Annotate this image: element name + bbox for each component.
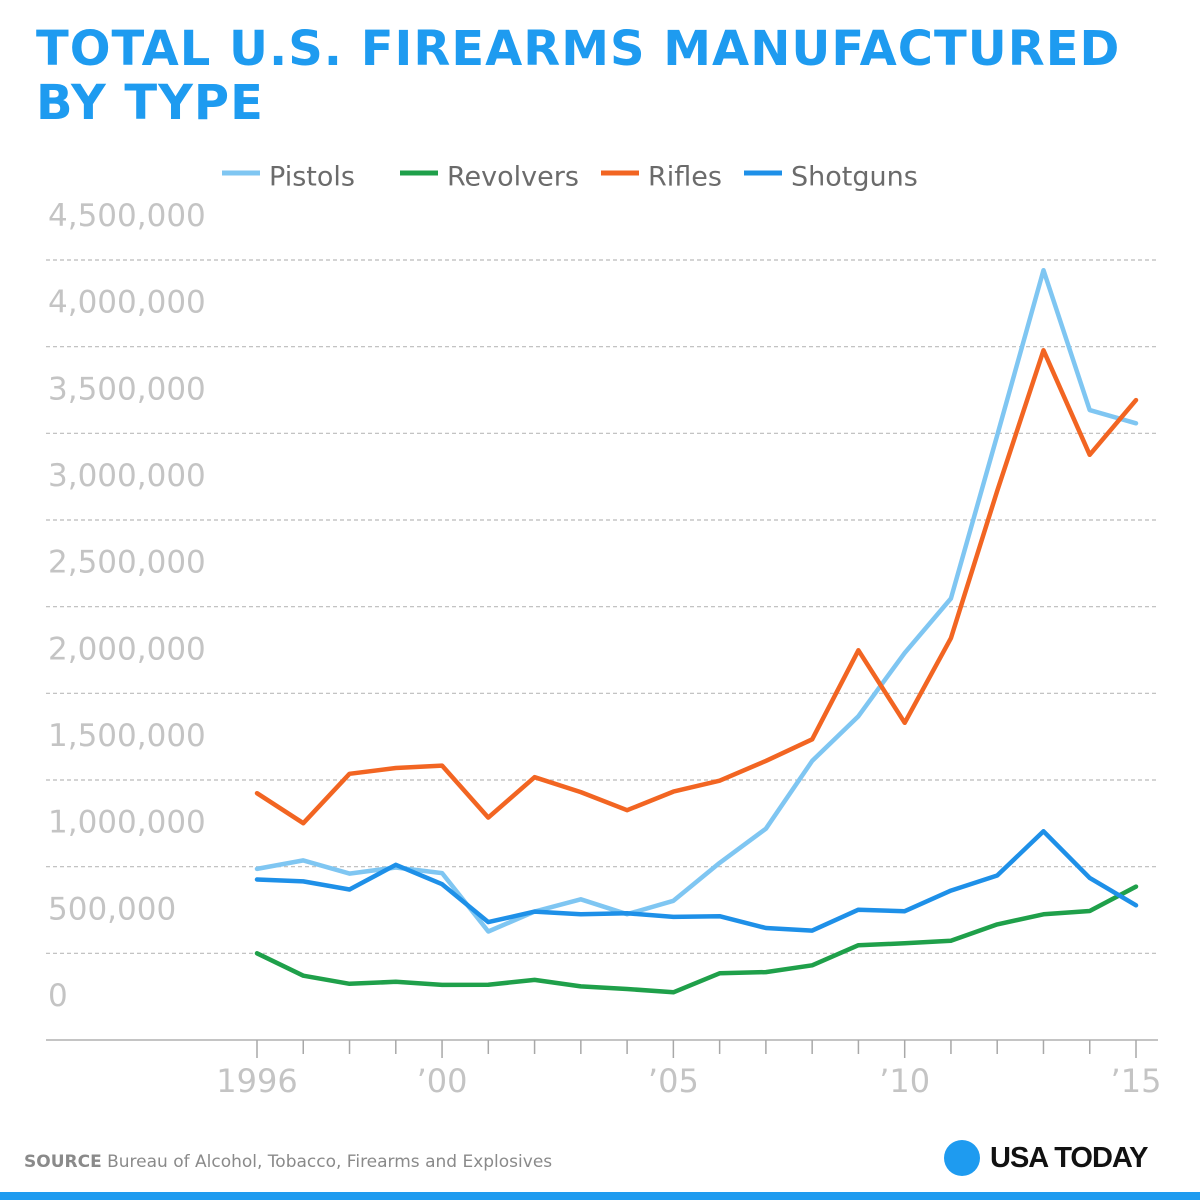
source-text: Bureau of Alcohol, Tobacco, Firearms and…	[107, 1152, 553, 1172]
y-tick-label-2-500-000: 2,500,000	[48, 545, 206, 581]
y-tick-label-4-500-000: 4,500,000	[48, 198, 206, 234]
source-note: SOURCE Bureau of Alcohol, Tobacco, Firea…	[24, 1152, 552, 1172]
y-tick-label-3-500-000: 3,500,000	[48, 371, 206, 407]
legend: Pistols Revolvers Rifles Shotguns	[222, 162, 918, 193]
legend-label-rifles: Rifles	[648, 162, 722, 193]
y-tick-label-1-000-000: 1,000,000	[48, 805, 206, 841]
series-line-rifles	[254, 348, 1139, 826]
legend-label-revolvers: Revolvers	[447, 162, 579, 193]
source-label: SOURCE	[24, 1152, 102, 1172]
legend-label-shotguns: Shotguns	[791, 162, 918, 193]
y-axis: 0 500,000 1,000,000 1,500,000 2,000,000 2,500…	[48, 198, 206, 1014]
x-tick-label-1996: 1996	[216, 1062, 297, 1100]
bottom-accent-bar	[0, 1192, 1200, 1200]
x-tick-label-2015: ’15	[1111, 1062, 1162, 1100]
series-line-pistols	[254, 267, 1139, 934]
series-line-revolvers	[254, 884, 1139, 995]
logo-text: USA TODAY	[990, 1141, 1149, 1174]
y-tick-label-1-500-000: 1,500,000	[48, 718, 206, 754]
chart-title: TOTAL U.S. FIREARMS MANUFACTURED BY TYPE	[36, 22, 1176, 130]
x-tick-label-2000: ’00	[417, 1062, 468, 1100]
x-tick-label-2005: ’05	[648, 1062, 699, 1100]
y-tick-label-3-000-000: 3,000,000	[48, 458, 206, 494]
chart-title-line-2: BY TYPE	[36, 75, 264, 131]
series-line-shotguns	[254, 829, 1139, 933]
y-tick-label-0: 0	[48, 978, 68, 1014]
series-lines	[254, 267, 1139, 995]
logo-dot-icon	[944, 1140, 980, 1176]
x-tick-label-2010: ’10	[879, 1062, 930, 1100]
chart-title-line-1: TOTAL U.S. FIREARMS MANUFACTURED	[36, 21, 1121, 77]
y-tick-label-2-000-000: 2,000,000	[48, 631, 206, 667]
x-axis: 1996 ’00 ’05 ’10 ’15	[46, 1039, 1162, 1100]
usa-today-logo: USA TODAY	[944, 1140, 1149, 1176]
y-tick-label-500-000: 500,000	[48, 891, 176, 927]
gridlines	[46, 259, 1158, 954]
y-tick-label-4-000-000: 4,000,000	[48, 285, 206, 321]
legend-label-pistols: Pistols	[269, 162, 355, 193]
